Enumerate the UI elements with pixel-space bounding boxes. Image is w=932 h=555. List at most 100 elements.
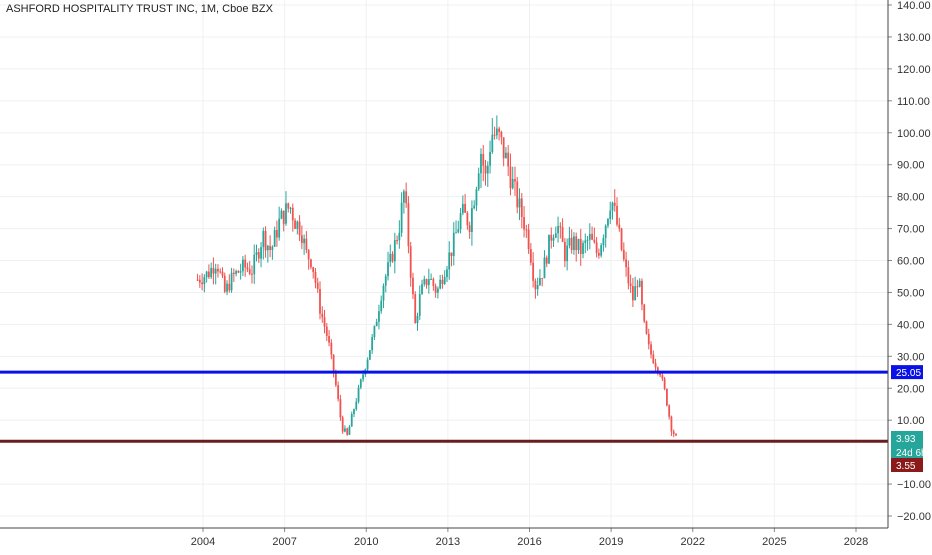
- candle-body: [416, 315, 419, 324]
- candle-body: [502, 137, 505, 159]
- candle-body: [405, 191, 408, 204]
- candle-body: [464, 203, 467, 213]
- y-tick-label: 70.00: [897, 224, 925, 236]
- x-tick-label: 2016: [517, 536, 541, 548]
- candle-body: [375, 321, 378, 327]
- candle-body: [402, 191, 405, 203]
- candle-body: [359, 379, 362, 388]
- y-tick-label: 80.00: [897, 192, 925, 204]
- candle-body: [362, 374, 364, 380]
- candle-body: [652, 354, 655, 364]
- candle-body: [276, 230, 278, 238]
- candle-body: [262, 230, 265, 248]
- candle-body: [455, 232, 457, 234]
- y-tick-label: 90.00: [897, 160, 925, 172]
- candle-body: [285, 203, 287, 224]
- candle-body: [378, 311, 380, 322]
- candle-body: [373, 326, 376, 338]
- y-tick-label: 30.00: [897, 351, 925, 363]
- candle-body: [543, 257, 546, 279]
- candle-body: [248, 269, 251, 274]
- candle-body: [672, 431, 675, 435]
- y-tick-label: −20.00: [897, 511, 931, 523]
- countdown-tag-label: 24d 6h: [896, 448, 927, 459]
- candle-body: [582, 242, 584, 254]
- candle-body: [389, 253, 392, 263]
- candle-body: [230, 272, 233, 291]
- candle-body: [520, 198, 523, 218]
- candle-body: [421, 284, 423, 294]
- candle-body: [552, 237, 555, 241]
- candle-body: [566, 245, 569, 262]
- candle-body: [214, 268, 217, 274]
- countdown-tag-bg: [891, 445, 923, 459]
- candle-body: [659, 372, 661, 376]
- candle-body: [631, 286, 634, 301]
- y-tick-label: 60.00: [897, 256, 925, 268]
- candle-body: [627, 267, 630, 284]
- candle-body: [441, 279, 444, 284]
- candle-body: [432, 279, 435, 286]
- candle-body: [350, 414, 353, 427]
- candle-body: [525, 229, 528, 231]
- last-price-tag: 3.93: [891, 431, 923, 445]
- candle-body: [321, 313, 324, 318]
- candle-body: [505, 152, 507, 159]
- candle-body: [328, 335, 330, 343]
- y-tick-label: 10.00: [897, 415, 925, 427]
- candle-body: [656, 367, 659, 373]
- candle-body: [475, 189, 478, 206]
- candle-body: [570, 237, 573, 250]
- candle-body: [280, 210, 283, 219]
- candle-body: [495, 128, 498, 136]
- candle-body: [563, 241, 566, 262]
- candle-body: [291, 207, 294, 221]
- low-price-tag-bg: [891, 458, 923, 472]
- candle-body: [591, 233, 593, 240]
- candle-body: [425, 279, 428, 286]
- x-tick-label: 2025: [762, 536, 786, 548]
- candle-body: [205, 271, 208, 278]
- candle-body: [260, 247, 262, 259]
- candle-body: [584, 240, 587, 243]
- candle-body: [554, 233, 557, 238]
- candle-body: [207, 271, 210, 278]
- candle-body: [341, 417, 344, 432]
- candle-body: [577, 238, 580, 251]
- x-tick-label: 2028: [844, 536, 868, 548]
- x-tick-label: 2007: [272, 536, 296, 548]
- candle-body: [271, 246, 274, 250]
- candle-body: [518, 198, 521, 208]
- candle-body: [196, 279, 199, 281]
- candle-body: [604, 225, 607, 239]
- candle-body: [548, 234, 550, 264]
- candle-body: [457, 229, 460, 233]
- candle-body: [407, 203, 410, 247]
- candle-body: [314, 271, 317, 283]
- candle-body: [529, 249, 532, 263]
- candle-body: [593, 239, 596, 243]
- candle-body: [661, 375, 664, 379]
- candle-body: [339, 399, 342, 418]
- candle-body: [439, 279, 442, 289]
- low-price-tag: 3.55: [891, 458, 923, 472]
- candle-body: [514, 179, 516, 182]
- candle-body: [323, 317, 326, 327]
- candle-body: [434, 285, 437, 293]
- candle-body: [223, 275, 226, 292]
- candle-body: [459, 213, 462, 230]
- candle-body: [355, 401, 358, 410]
- candle-body: [346, 428, 349, 435]
- candle-body: [575, 236, 578, 251]
- candle-body: [384, 276, 387, 286]
- candle-body: [620, 228, 623, 250]
- candle-body: [579, 238, 582, 254]
- candle-body: [536, 285, 539, 290]
- candle-body: [400, 202, 403, 233]
- candle-body: [398, 232, 401, 241]
- candle-body: [266, 245, 269, 251]
- candles: [196, 115, 677, 438]
- candle-body: [471, 208, 473, 232]
- candle-body: [393, 240, 396, 262]
